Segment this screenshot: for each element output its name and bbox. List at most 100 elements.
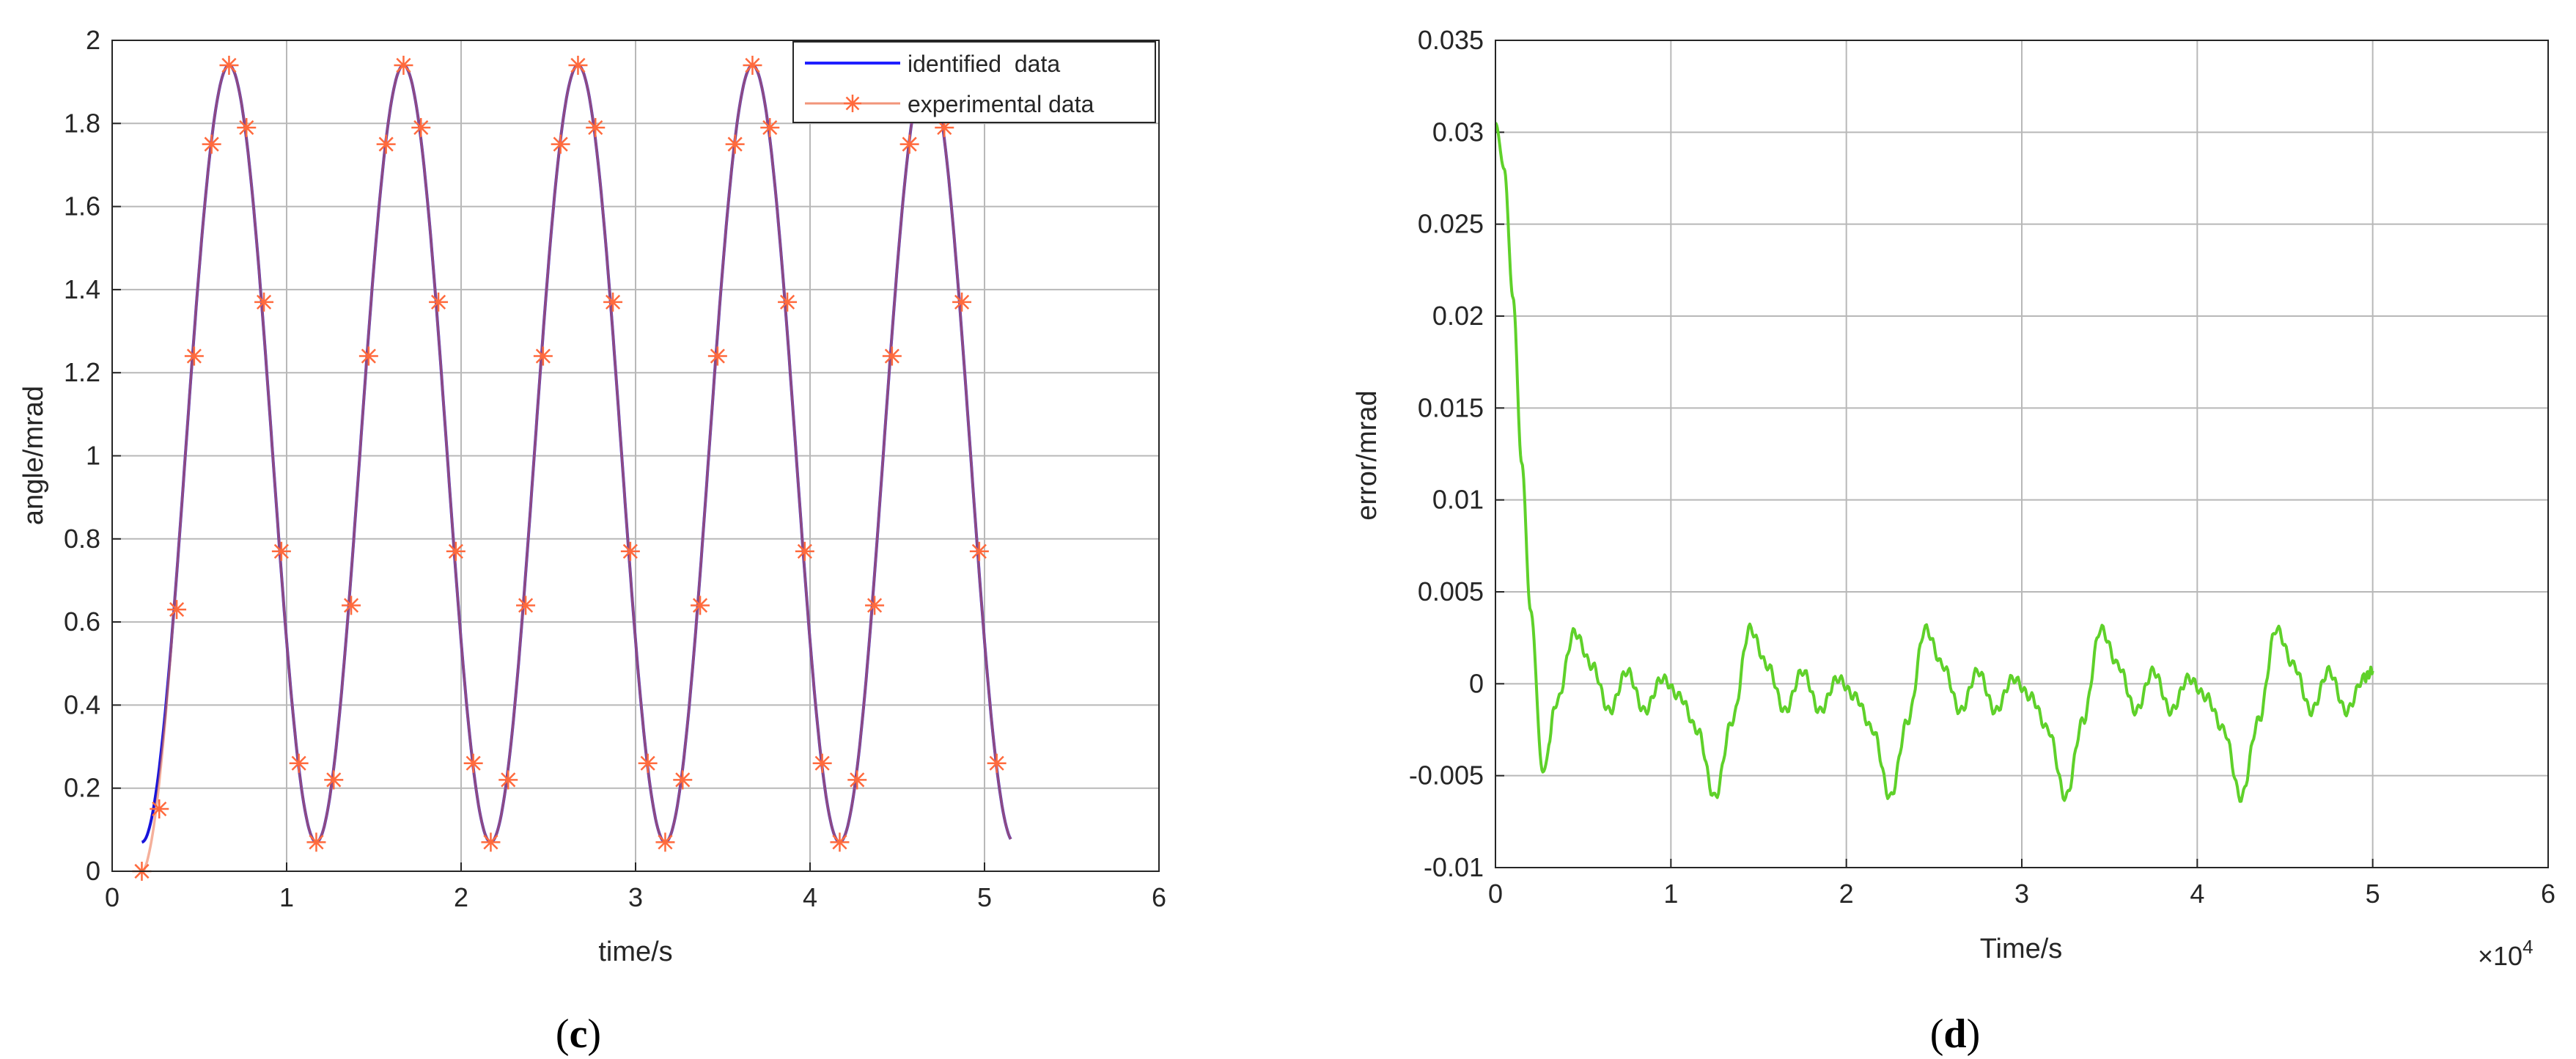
c-experimental-point [760, 117, 780, 137]
d-y-tick-label: 0.025 [1418, 209, 1484, 239]
c-experimental-point [655, 832, 675, 852]
c-legend-experimental-label: experimental data [908, 91, 1094, 117]
c-experimental-point [638, 753, 658, 773]
c-y-tick-label: 0.2 [64, 773, 100, 803]
c-legend-box [792, 41, 1156, 123]
c-experimental-point [150, 799, 169, 819]
d-y-tick-label: 0.03 [1432, 117, 1484, 147]
c-experimental-point [394, 55, 413, 75]
c-experimental-point [324, 770, 344, 790]
d-x-multiplier-exponent: 4 [2522, 936, 2533, 958]
d-y-tick-label: -0.005 [1409, 761, 1484, 791]
d-x-multiplier-base: ×10 [2478, 941, 2522, 971]
d-error-series [1494, 122, 2374, 803]
c-experimental-point [411, 117, 431, 137]
c-experimental-point [289, 753, 309, 773]
c-caption-letter: c [570, 1011, 588, 1057]
c-x-tick-labels: 0 1 2 3 4 5 6 [105, 882, 1166, 912]
c-y-axis-label: angle/mrad [18, 386, 49, 525]
d-x-tick-label: 0 [1488, 879, 1503, 909]
d-y-tick-labels: -0.01 -0.005 0 0.005 0.01 0.015 0.02 0.025 0.03 0… [1409, 25, 1484, 882]
c-experimental-point [795, 541, 814, 561]
c-y-tick-labels: 0 0.2 0.4 0.6 0.8 1 1.2 1.4 1.6 1.8 2 [64, 25, 100, 886]
d-y-tick-label: -0.01 [1424, 852, 1484, 882]
c-experimental-point [987, 753, 1007, 773]
c-x-tick-label: 4 [803, 882, 817, 912]
c-legend: identified data experimental data [792, 41, 1156, 123]
c-experimental-point [969, 541, 989, 561]
d-y-tick-label: 0.01 [1432, 485, 1484, 515]
c-legend-asterisk [844, 95, 861, 112]
c-x-axis-label: time/s [598, 937, 672, 967]
c-y-tick-label: 1.4 [64, 274, 100, 304]
c-experimental-point [167, 600, 187, 620]
c-y-tick-label: 1.8 [64, 108, 100, 138]
d-x-tick-label: 3 [2014, 879, 2029, 909]
c-y-tick-label: 1.2 [64, 357, 100, 387]
c-experimental-point [219, 55, 239, 75]
c-x-tick-label: 1 [279, 882, 294, 912]
d-x-tick-label: 4 [2190, 879, 2204, 909]
c-experimental-point [830, 832, 850, 852]
c-experimental-point [899, 134, 919, 154]
c-experimental-point [603, 292, 623, 312]
c-y-tick-label: 0.8 [64, 524, 100, 554]
c-experimental-point [778, 292, 798, 312]
d-x-tick-label: 5 [2366, 879, 2380, 909]
c-x-tick-label: 6 [1152, 882, 1166, 912]
c-experimental-point [306, 832, 326, 852]
c-experimental-point [254, 292, 274, 312]
c-y-tick-label: 0.6 [64, 607, 100, 637]
d-y-tick-label: 0.005 [1418, 576, 1484, 607]
c-experimental-point [691, 596, 710, 615]
c-experimental-point [865, 596, 885, 615]
c-experimental-point [237, 117, 257, 137]
d-x-tick-label: 6 [2541, 879, 2555, 909]
c-plot-frame [111, 40, 1160, 872]
c-experimental-point [429, 292, 449, 312]
c-x-tick-label: 3 [628, 882, 643, 912]
c-experimental-point [673, 770, 693, 790]
c-caption: (c) [556, 1011, 601, 1057]
c-experimental-point [882, 346, 902, 366]
d-y-tick-label: 0.015 [1418, 392, 1484, 422]
c-x-tick-label: 2 [454, 882, 468, 912]
d-caption: (d) [1930, 1011, 1980, 1057]
c-experimental-point [184, 346, 204, 366]
c-experimental-point [812, 753, 832, 773]
d-x-tick-labels: 0 1 2 3 4 5 6 [1488, 879, 2555, 909]
c-experimental-line [141, 64, 1012, 873]
c-experimental-point [586, 117, 606, 137]
c-experimental-point [533, 346, 553, 366]
c-legend-experimental-marker [844, 95, 861, 112]
c-x-tick-label: 0 [105, 882, 119, 912]
c-legend-identified-label: identified data [908, 51, 1060, 77]
d-y-tick-label: 0.02 [1432, 301, 1484, 331]
c-experimental-point [707, 346, 727, 366]
c-gridlines [111, 40, 1160, 872]
c-experimental-point [516, 596, 536, 615]
c-experimental-point [551, 134, 570, 154]
d-caption-letter: d [1943, 1011, 1966, 1057]
d-x-tick-label: 2 [1839, 879, 1854, 909]
c-experimental-point [463, 753, 483, 773]
c-experimental-point [498, 770, 518, 790]
d-plot-frame [1495, 40, 2549, 868]
c-experimental-point [202, 134, 221, 154]
c-experimental-point [952, 292, 972, 312]
panel-c-chart: 0 1 2 3 4 5 6 0 0.2 0.4 0.6 0.8 1 1.2 1.4 1.6 1.8 2 time… [18, 25, 1166, 1057]
c-experimental-point [446, 541, 465, 561]
c-experimental-point [620, 541, 640, 561]
d-error-line [1494, 122, 2374, 803]
c-experimental-point [743, 55, 762, 75]
d-gridlines [1495, 40, 2549, 868]
c-experimental-point [568, 55, 588, 75]
c-overlap-line [141, 64, 1012, 844]
c-x-tick-label: 5 [977, 882, 992, 912]
d-y-tick-label: 0.035 [1418, 25, 1484, 55]
c-experimental-point [358, 346, 378, 366]
c-y-tick-label: 1 [86, 441, 100, 471]
c-experimental-point [376, 134, 396, 154]
c-experimental-point [481, 832, 501, 852]
